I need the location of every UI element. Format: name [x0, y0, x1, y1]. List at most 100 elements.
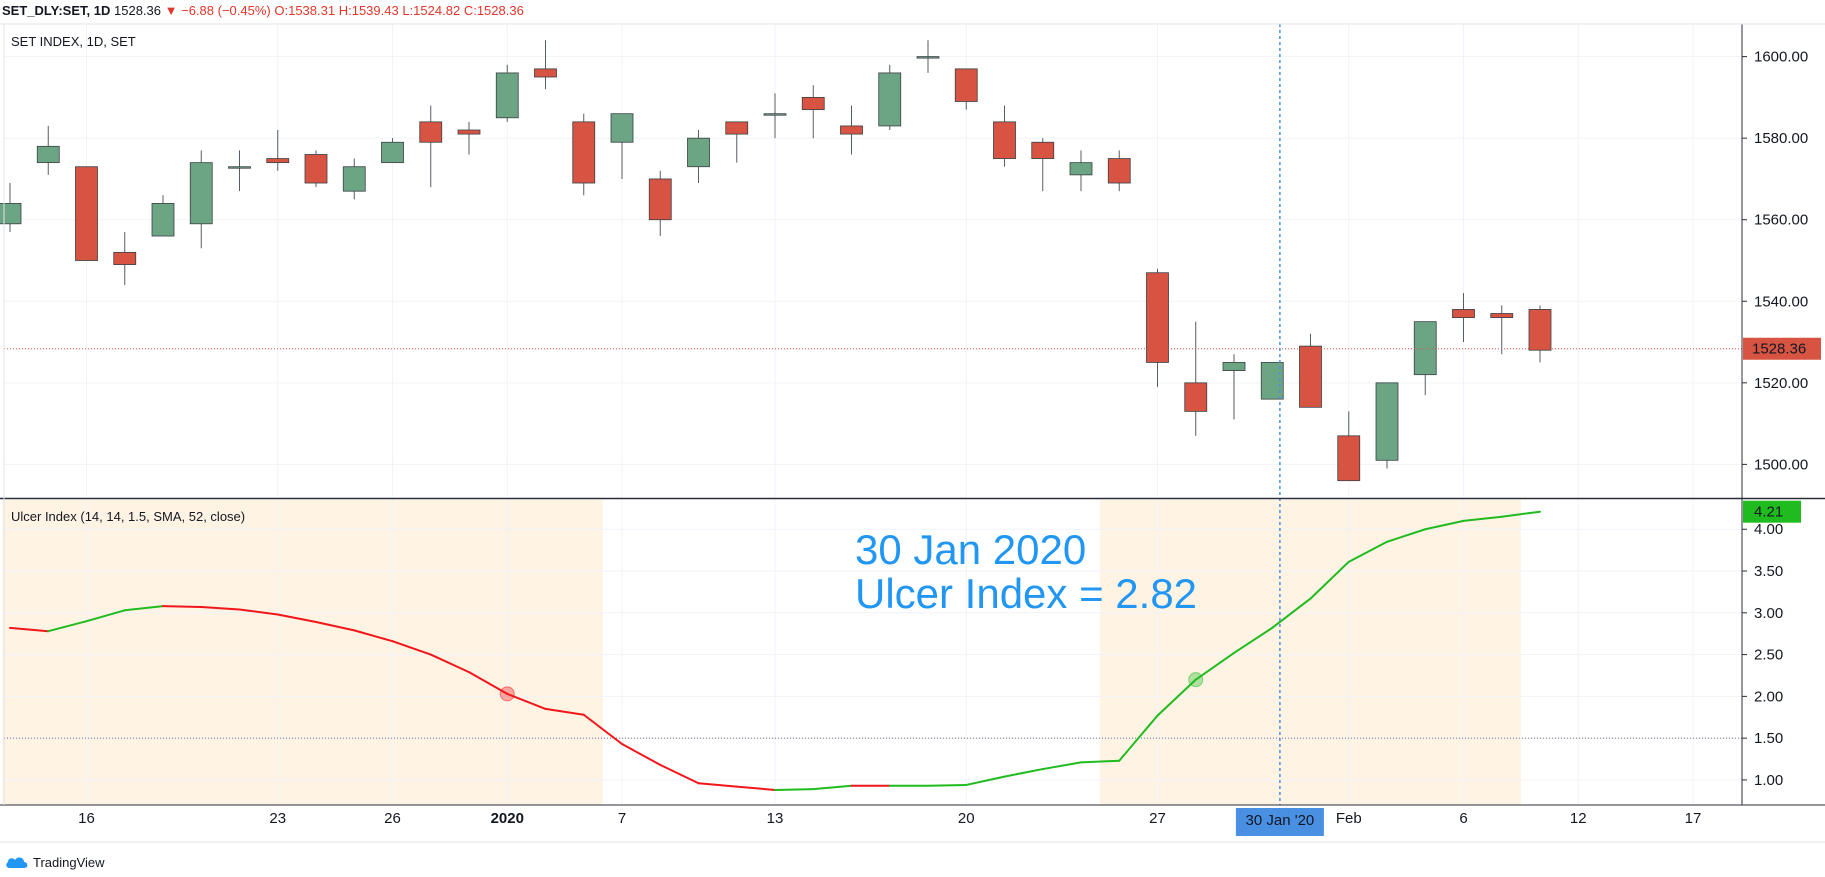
high-value: H:1539.43 — [338, 3, 399, 18]
candle — [113, 231, 137, 285]
ulcer-line-segment — [965, 775, 1006, 786]
candle — [916, 40, 940, 73]
candle — [993, 105, 1016, 167]
background-layer — [2, 500, 1521, 805]
candle-body — [954, 68, 978, 102]
candle — [1452, 293, 1475, 343]
candle-body — [1069, 162, 1093, 176]
ulcer-line-segment — [1233, 626, 1274, 654]
price-pane-title[interactable]: SET INDEX, 1D, SET — [11, 34, 136, 49]
ulcer-line-segment — [1347, 540, 1388, 563]
candle-body — [495, 72, 519, 119]
ulcer-line-segment — [1080, 759, 1121, 764]
ind-tick-label: 1.50 — [1754, 730, 1783, 747]
candle — [419, 105, 443, 188]
candle-body — [1222, 362, 1246, 371]
ulcer-line-segment — [1424, 519, 1465, 531]
ind-tick-label: 1.00 — [1754, 772, 1783, 789]
annotation-date: 30 Jan 2020 — [855, 526, 1087, 573]
crosshair-date-text: 30 Jan '20 — [1246, 812, 1315, 829]
open-value: O:1538.31 — [274, 3, 336, 18]
last-price: 1528.36 — [114, 3, 161, 18]
candle — [189, 150, 213, 249]
tradingview-logo[interactable]: TradingView — [4, 852, 105, 872]
candle — [1031, 138, 1055, 192]
candle — [1528, 305, 1552, 363]
time-tick-label: 20 — [958, 810, 975, 827]
signal-point — [1188, 672, 1204, 688]
ulcer-line-segment — [315, 621, 356, 632]
candle-body — [1413, 321, 1437, 376]
candle — [954, 68, 978, 110]
last-price-badge-text: 1528.36 — [1752, 341, 1806, 358]
candle-body — [266, 158, 290, 164]
candle-body — [342, 166, 366, 192]
price-tick-label: 1560.00 — [1754, 212, 1808, 229]
ulcer-line-segment — [1041, 761, 1082, 771]
time-tick-label: 7 — [618, 810, 626, 827]
ulcer-line-segment — [200, 605, 241, 611]
candle — [763, 93, 787, 139]
time-tick-label: 27 — [1149, 810, 1166, 827]
symbol-name[interactable]: SET_DLY:SET, 1D — [2, 3, 111, 18]
ulcer-line-segment — [85, 609, 126, 623]
candle — [151, 195, 175, 237]
candle-body — [1184, 382, 1208, 412]
ulcer-line-segment — [162, 605, 203, 608]
ind-tick-label: 2.50 — [1754, 647, 1783, 664]
annotation-text: 30 Jan 2020 Ulcer Index = 2.82 — [855, 528, 1197, 616]
candle-body — [228, 166, 251, 169]
candle — [304, 150, 328, 188]
time-tick-label: 17 — [1685, 810, 1702, 827]
time-tick-label: Feb — [1336, 810, 1362, 827]
candle-body — [648, 178, 672, 221]
candle-body — [725, 121, 749, 135]
candle — [1222, 354, 1246, 420]
frame-layer — [0, 23, 1825, 843]
candle-body — [419, 121, 443, 143]
indicator-pane-title[interactable]: Ulcer Index (14, 14, 1.5, SMA, 52, close… — [11, 509, 246, 524]
ulcer-line-segment — [544, 707, 585, 716]
ulcer-line-segment — [582, 713, 623, 745]
candle-body — [1452, 309, 1475, 318]
indicator-pane[interactable] — [4, 24, 1742, 805]
candle-body — [36, 145, 60, 164]
ulcer-line-segment — [1386, 528, 1427, 543]
candle-body — [75, 166, 98, 261]
candle — [0, 183, 22, 232]
candle-body — [993, 121, 1016, 159]
candle — [648, 170, 672, 237]
time-tick-label: 16 — [78, 810, 95, 827]
ulcer-line-segment — [1462, 515, 1503, 522]
candle-body — [572, 121, 596, 184]
down-arrow-icon: ▼ — [164, 3, 178, 18]
ulcer-line-segment — [774, 788, 815, 791]
candle-body — [534, 68, 557, 78]
candle-body — [151, 203, 175, 237]
candle-body — [687, 137, 710, 168]
candle-body — [801, 96, 825, 111]
ulcer-line-segment — [353, 629, 394, 643]
signal-point — [499, 686, 515, 702]
price-tick-label: 1520.00 — [1754, 375, 1808, 392]
last-price-badge — [1743, 337, 1821, 360]
crosshair-date-badge — [1235, 808, 1324, 836]
symbol-header: SET_DLY:SET, 1D 1528.36 ▼ −6.88 (−0.45%)… — [2, 2, 524, 20]
price-tick-label: 1600.00 — [1754, 49, 1808, 66]
ulcer-line-segment — [47, 620, 88, 633]
ind-tick-label: 3.50 — [1754, 563, 1783, 580]
price-tick-label: 1500.00 — [1754, 456, 1808, 473]
time-tick-label: 12 — [1570, 810, 1587, 827]
candle-body — [113, 251, 137, 265]
low-value: L:1524.82 — [402, 3, 461, 18]
ulcer-line-segment — [276, 613, 317, 623]
candle — [878, 64, 902, 131]
annotation-value: Ulcer Index = 2.82 — [855, 570, 1198, 617]
ulcer-line-segment — [735, 785, 776, 791]
candle-body — [610, 113, 634, 143]
candle — [1490, 305, 1514, 355]
price-pane[interactable] — [0, 40, 1742, 482]
time-tick-label: 6 — [1459, 810, 1467, 827]
ulcer-line-segment — [1156, 678, 1197, 717]
